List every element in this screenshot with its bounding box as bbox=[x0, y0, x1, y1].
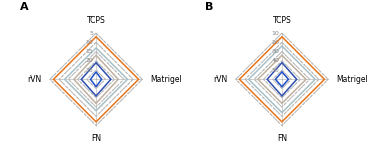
Text: 20: 20 bbox=[85, 58, 93, 63]
Text: 10: 10 bbox=[85, 40, 93, 45]
Text: 10: 10 bbox=[271, 31, 279, 36]
Text: 25: 25 bbox=[85, 68, 93, 73]
Text: Matrigel: Matrigel bbox=[150, 75, 182, 84]
Text: Matrigel: Matrigel bbox=[336, 75, 368, 84]
Text: TCPS: TCPS bbox=[87, 16, 105, 25]
Text: A: A bbox=[20, 2, 28, 12]
Text: 15: 15 bbox=[85, 49, 93, 54]
Text: TCPS: TCPS bbox=[273, 16, 291, 25]
Text: rVN: rVN bbox=[27, 75, 42, 84]
Text: 40: 40 bbox=[271, 58, 279, 63]
Text: 30: 30 bbox=[271, 49, 279, 54]
Text: FN: FN bbox=[277, 134, 287, 143]
Text: rVN: rVN bbox=[213, 75, 228, 84]
Text: 20: 20 bbox=[271, 40, 279, 45]
Text: 50: 50 bbox=[271, 68, 279, 73]
Text: FN: FN bbox=[91, 134, 101, 143]
Text: B: B bbox=[205, 2, 214, 12]
Text: 5: 5 bbox=[90, 31, 93, 36]
